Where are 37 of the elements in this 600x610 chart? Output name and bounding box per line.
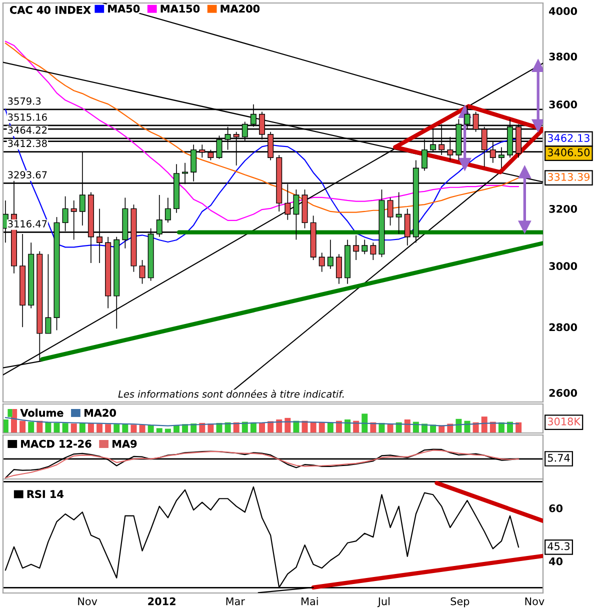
text: 3406.50 xyxy=(548,148,590,156)
x-tick-label: Sep xyxy=(450,597,470,608)
y-tick-label: 3600 xyxy=(549,100,578,108)
x-tick-label: Nov xyxy=(525,597,544,606)
ref-line-label: 3464.22 xyxy=(8,126,47,134)
annotation: 3462.13 xyxy=(548,134,590,142)
legend-label: MACD 12-26 xyxy=(21,440,92,448)
legend-label: MA20 xyxy=(84,408,116,417)
y-tick-label: 2800 xyxy=(549,323,578,332)
ref-line-label: 3293.67 xyxy=(8,171,47,178)
text: 3018K xyxy=(548,418,581,426)
legend-label: MA9 xyxy=(112,440,137,448)
ref-line-label: 3579.3 xyxy=(8,97,41,105)
annotation: Les informations sont données à titre indicatif. xyxy=(118,390,344,398)
text: 5.74 xyxy=(548,454,570,462)
x-tick-label: Mai xyxy=(302,597,318,606)
annotation: 3313.39 xyxy=(548,172,590,181)
legend-label: Volume xyxy=(20,408,64,417)
ref-line-label: 3515.16 xyxy=(8,113,47,121)
y-tick-label: 60 xyxy=(549,504,563,512)
legend-label: RSI 14 xyxy=(27,490,64,498)
legend-label: MA150 xyxy=(160,4,200,13)
annotation: 45.3 xyxy=(548,542,570,550)
y-tick-label: 3000 xyxy=(549,262,578,270)
y-tick-label: 2600 xyxy=(549,388,578,397)
chart-title: CAC 40 INDEX xyxy=(10,6,91,14)
x-tick-label: 2012 xyxy=(148,597,176,606)
y-tick-label: 40 xyxy=(549,557,563,566)
x-tick-label: Jul xyxy=(377,597,390,608)
x-tick-label: Nov xyxy=(78,597,98,606)
y-tick-label: 3800 xyxy=(549,52,578,61)
legend-label: MA200 xyxy=(220,4,260,13)
ref-line-label: 3412.38 xyxy=(8,140,47,148)
y-tick-label: 3200 xyxy=(549,204,578,213)
y-tick-label: 4000 xyxy=(549,7,578,16)
x-tick-label: Mar xyxy=(226,597,245,606)
ref-line-label: 3116.47 xyxy=(8,220,47,228)
